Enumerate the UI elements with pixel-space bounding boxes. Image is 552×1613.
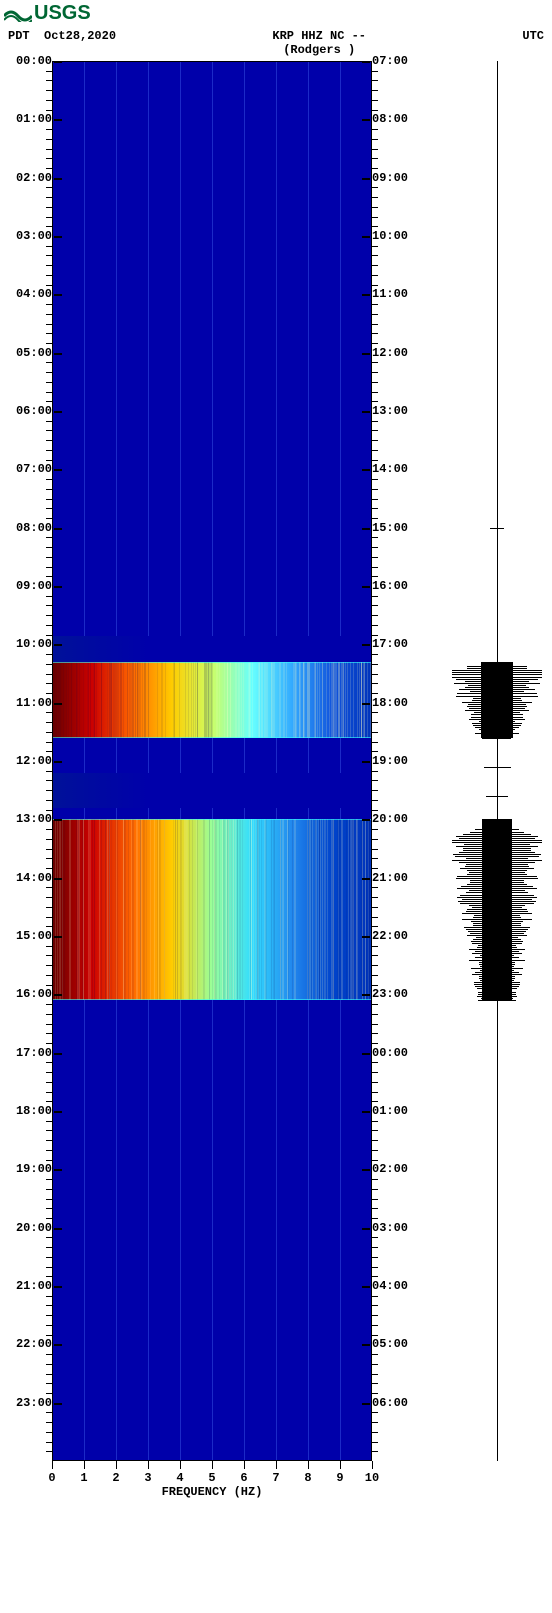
left-tick-label: 12:00 <box>0 755 52 767</box>
right-tick-label: 19:00 <box>372 755 424 767</box>
waveform-spike <box>486 796 509 797</box>
waveform-spike <box>484 767 511 768</box>
waveform-panel <box>452 61 542 1461</box>
left-tick-label: 03:00 <box>0 230 52 242</box>
right-tick-label: 12:00 <box>372 347 424 359</box>
left-tick-label: 14:00 <box>0 872 52 884</box>
frequency-axis: FREQUENCY (HZ) 012345678910 <box>52 1461 372 1501</box>
x-tick-label: 5 <box>208 1471 215 1485</box>
right-tick-label: 02:00 <box>372 1163 424 1175</box>
left-tick-label: 13:00 <box>0 813 52 825</box>
right-time-axis: 07:0008:0009:0010:0011:0012:0013:0014:00… <box>372 61 424 1461</box>
left-tick-label: 07:00 <box>0 463 52 475</box>
right-tick-label: 22:00 <box>372 930 424 942</box>
header-center: KRP HHZ NC -- (Rodgers ) <box>272 29 366 57</box>
left-tick-label: 02:00 <box>0 172 52 184</box>
right-tz-label: UTC <box>522 29 544 43</box>
left-tick-label: 22:00 <box>0 1338 52 1350</box>
right-tick-label: 16:00 <box>372 580 424 592</box>
left-tick-label: 08:00 <box>0 522 52 534</box>
waveform-spike <box>490 528 504 529</box>
station-name: (Rodgers ) <box>272 43 366 57</box>
faint-signal-band <box>52 773 372 808</box>
left-tick-label: 19:00 <box>0 1163 52 1175</box>
left-tick-label: 18:00 <box>0 1105 52 1117</box>
x-tick-label: 2 <box>112 1471 119 1485</box>
left-tick-label: 05:00 <box>0 347 52 359</box>
x-tick-label: 6 <box>240 1471 247 1485</box>
waveform-burst <box>481 662 513 738</box>
plot-header: PDT Oct28,2020 KRP HHZ NC -- (Rodgers ) … <box>0 27 552 61</box>
header-right: UTC <box>522 29 544 57</box>
right-tick-label: 23:00 <box>372 988 424 1000</box>
left-tick-label: 23:00 <box>0 1397 52 1409</box>
right-tick-label: 15:00 <box>372 522 424 534</box>
left-tick-label: 16:00 <box>0 988 52 1000</box>
right-tick-label: 17:00 <box>372 638 424 650</box>
left-tick-label: 11:00 <box>0 697 52 709</box>
x-tick-label: 1 <box>80 1471 87 1485</box>
left-tz-label: PDT <box>8 29 30 43</box>
right-tick-label: 00:00 <box>372 1047 424 1059</box>
usgs-wave-icon <box>4 6 32 22</box>
left-tick-label: 09:00 <box>0 580 52 592</box>
left-tick-label: 04:00 <box>0 288 52 300</box>
left-tick-label: 20:00 <box>0 1222 52 1234</box>
x-tick-label: 7 <box>272 1471 279 1485</box>
left-tick-label: 06:00 <box>0 405 52 417</box>
x-tick-label: 0 <box>48 1471 55 1485</box>
waveform-axis <box>497 61 498 1461</box>
x-tick-label: 9 <box>336 1471 343 1485</box>
right-tick-label: 18:00 <box>372 697 424 709</box>
left-tick-label: 15:00 <box>0 930 52 942</box>
right-tick-label: 06:00 <box>372 1397 424 1409</box>
right-tick-label: 21:00 <box>372 872 424 884</box>
waveform-burst <box>482 819 512 1000</box>
faint-signal-band <box>52 636 372 662</box>
date-label: Oct28,2020 <box>44 29 116 43</box>
x-tick-label: 3 <box>144 1471 151 1485</box>
usgs-logo: USGS <box>0 0 552 27</box>
left-time-axis: 00:0001:0002:0003:0004:0005:0006:0007:00… <box>0 61 52 1461</box>
left-tick-label: 17:00 <box>0 1047 52 1059</box>
logo-text: USGS <box>34 2 91 25</box>
right-minor-ticks <box>372 61 378 1461</box>
right-tick-label: 13:00 <box>372 405 424 417</box>
station-id: KRP HHZ NC -- <box>272 29 366 43</box>
right-tick-label: 01:00 <box>372 1105 424 1117</box>
signal-band <box>52 662 372 738</box>
right-tick-label: 09:00 <box>372 172 424 184</box>
x-tick-label: 8 <box>304 1471 311 1485</box>
right-tick-label: 10:00 <box>372 230 424 242</box>
x-axis-title: FREQUENCY (HZ) <box>162 1485 263 1499</box>
signal-band <box>52 819 372 1000</box>
header-left: PDT Oct28,2020 <box>8 29 116 57</box>
right-tick-label: 03:00 <box>372 1222 424 1234</box>
x-tick-label: 10 <box>365 1471 379 1485</box>
left-tick-label: 01:00 <box>0 113 52 125</box>
right-tick-label: 14:00 <box>372 463 424 475</box>
x-tick-label: 4 <box>176 1471 183 1485</box>
right-tick-label: 08:00 <box>372 113 424 125</box>
spectrogram-panel <box>52 61 372 1461</box>
left-minor-ticks <box>46 61 52 1461</box>
right-tick-label: 11:00 <box>372 288 424 300</box>
right-tick-label: 05:00 <box>372 1338 424 1350</box>
right-tick-label: 20:00 <box>372 813 424 825</box>
left-tick-label: 21:00 <box>0 1280 52 1292</box>
left-tick-label: 00:00 <box>0 55 52 67</box>
right-tick-label: 07:00 <box>372 55 424 67</box>
right-tick-label: 04:00 <box>372 1280 424 1292</box>
plot-area: 00:00 01:00 02:00 03:00 04:00 05:00 06:00 07:00… <box>0 61 552 1521</box>
left-tick-label: 10:00 <box>0 638 52 650</box>
